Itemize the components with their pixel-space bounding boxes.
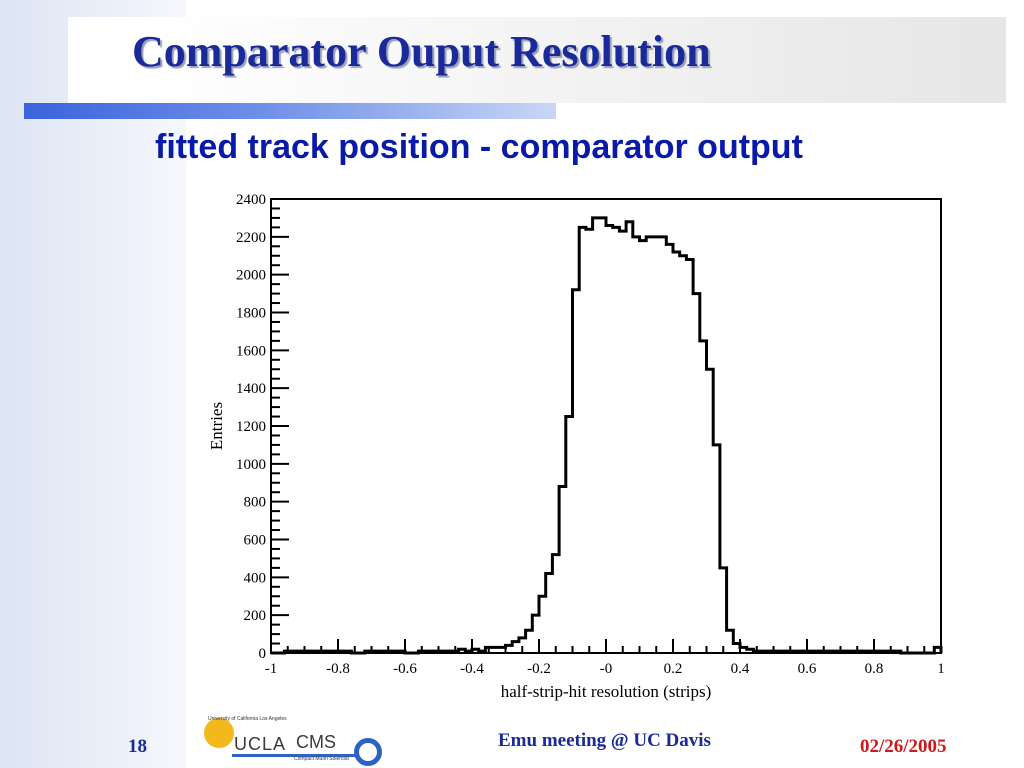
y-tick-label: 2400: [236, 192, 266, 208]
y-tick-label: 0: [259, 646, 267, 662]
logo-ring-icon: [354, 738, 382, 766]
x-tick-label: -0.6: [393, 661, 417, 677]
y-tick-label: 600: [244, 533, 267, 549]
title-band: [68, 17, 1006, 103]
logo-university-text: University of California Los Angeles: [208, 716, 287, 722]
x-tick-label: 0.8: [865, 661, 884, 677]
logo-sun-icon: [204, 718, 234, 748]
y-tick-label: 1400: [236, 381, 266, 397]
logo-line: [232, 754, 368, 757]
logo-cms-subtext: Compact Muon Solenoid: [294, 756, 349, 762]
x-tick-label: -0.8: [326, 661, 350, 677]
page-number: 18: [128, 736, 147, 757]
x-tick-label: 0.2: [664, 661, 683, 677]
y-tick-label: 2200: [236, 230, 266, 246]
ucla-cms-logo: University of California Los Angeles UCL…: [204, 716, 386, 766]
slide-title: Comparator Ouput Resolution: [132, 27, 711, 76]
x-tick-label: 1: [937, 661, 945, 677]
x-axis-label: half-strip-hit resolution (strips): [501, 682, 712, 701]
y-axis-label: Entries: [207, 402, 226, 450]
y-tick-label: 1800: [236, 306, 266, 322]
logo-ucla-text: UCLA: [234, 734, 287, 754]
y-tick-label: 1200: [236, 419, 266, 435]
y-tick-label: 800: [244, 495, 267, 511]
x-tick-label: 0.4: [731, 661, 750, 677]
y-tick-label: 1600: [236, 343, 266, 359]
x-tick-label: -1: [265, 661, 278, 677]
x-tick-label: -0: [600, 661, 613, 677]
y-tick-label: 2000: [236, 268, 266, 284]
footer-date: 02/26/2005: [860, 736, 947, 757]
x-tick-label: -0.2: [527, 661, 551, 677]
plot-frame: [270, 198, 942, 654]
x-tick-label: -0.4: [460, 661, 484, 677]
footer-meeting-text: Emu meeting @ UC Davis: [498, 730, 711, 751]
logo-cms-text: CMS: [296, 732, 336, 752]
left-decorative-band: [0, 0, 186, 768]
chart-subtitle: fitted track position - comparator outpu…: [155, 128, 803, 166]
x-tick-label: 0.6: [798, 661, 817, 677]
histogram-outline: [271, 216, 943, 655]
y-tick-label: 400: [244, 570, 267, 586]
title-accent-bar: [24, 103, 556, 119]
y-tick-label: 200: [244, 608, 267, 624]
y-tick-label: 1000: [236, 457, 266, 473]
